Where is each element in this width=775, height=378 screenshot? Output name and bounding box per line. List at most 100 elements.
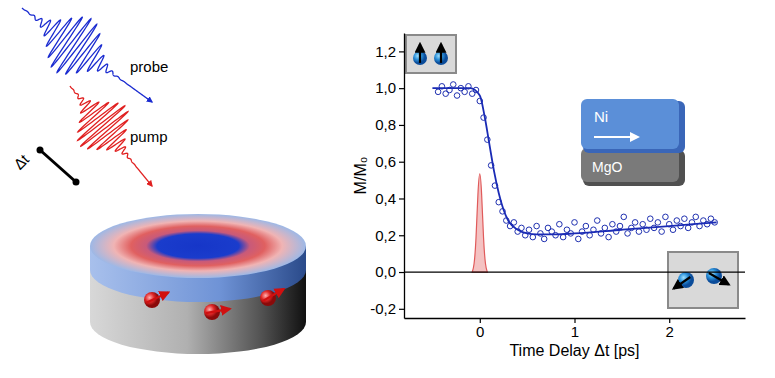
label-pump: pump [130, 128, 168, 145]
x-axis: 0 1 2 [405, 318, 746, 340]
tick-mark [399, 125, 404, 126]
data-point [625, 231, 631, 237]
data-point [659, 229, 665, 235]
data-point [636, 229, 642, 235]
data-point [602, 225, 608, 231]
inset-box [406, 35, 456, 73]
point-layer [435, 82, 717, 242]
insets: Ni MgO [406, 35, 738, 308]
data-point [655, 220, 661, 226]
tick: 0,8 [375, 116, 404, 133]
tick: 2 [666, 318, 674, 340]
label-delay: Δt [10, 150, 33, 173]
delay-dot [73, 179, 80, 186]
data-point [632, 220, 638, 226]
delay-dot [37, 147, 44, 154]
substrate [581, 148, 679, 182]
data-point [575, 236, 581, 242]
data-point [682, 216, 688, 222]
tick-label: 1,0 [375, 79, 396, 96]
tick-label: 2 [666, 323, 674, 340]
zero-line [404, 271, 745, 272]
spin-arrow [263, 289, 284, 301]
y-axis-title: M/M₀ [352, 157, 369, 195]
figure: probe pump Δt Ni MgO 0 1 2 -0,2 0,0 0,2 0,4 0,6 0,8 1,… [0, 0, 775, 378]
data-point [663, 214, 669, 220]
tick-label: 0,2 [375, 227, 396, 244]
y-axis: -0,2 0,0 0,2 0,4 0,6 0,8 1,0 1,2 [370, 34, 404, 319]
tick-mark [399, 272, 404, 273]
spin-arrow [146, 292, 168, 302]
tick-mark [399, 198, 404, 199]
data-point [617, 223, 623, 229]
tick-mark [399, 51, 404, 52]
tick-label: 0 [476, 323, 484, 340]
label-ni: Ni [594, 108, 608, 125]
data-point [572, 220, 578, 226]
spin-arrow [674, 277, 691, 289]
delay-bar [40, 150, 76, 182]
fit-line [432, 88, 716, 234]
data-point [685, 225, 691, 231]
chart: Ni MgO 0 1 2 -0,2 0,0 0,2 0,4 0,6 0,8 1,0 1,2 Time De… [352, 34, 746, 360]
tick: 1 [571, 318, 579, 340]
tick: 0,2 [375, 227, 404, 244]
illustration: probe pump Δt [10, 8, 306, 354]
line-layer [432, 88, 716, 234]
data-point [435, 89, 441, 95]
spin-arrow [206, 309, 230, 313]
data-point [670, 227, 676, 233]
data-point [538, 231, 544, 237]
data-point [526, 227, 532, 233]
data-point [610, 221, 616, 227]
data-point [560, 234, 566, 240]
area-layer [472, 174, 487, 272]
tick-label: -0,2 [370, 300, 396, 317]
data-point [462, 89, 468, 95]
tick-label: 0,4 [375, 190, 396, 207]
magnetization-arrow [594, 136, 638, 138]
inset-disordered [668, 252, 738, 308]
data-point [454, 93, 460, 99]
data-point [693, 214, 699, 220]
pulse-wave [22, 8, 152, 102]
tick: 0,6 [375, 153, 404, 170]
tick-mark [399, 235, 404, 236]
spin-arrow [440, 44, 442, 63]
data-point [674, 218, 680, 224]
data-point [640, 221, 646, 227]
data-point [534, 223, 540, 229]
tick-mark [399, 309, 404, 310]
data-point [557, 221, 563, 227]
disk-top [90, 214, 306, 278]
inset-aligned [406, 35, 456, 73]
label-probe: probe [130, 58, 168, 75]
tick-label: 1,2 [375, 43, 396, 60]
label-mgo: MgO [592, 159, 622, 175]
data-point [621, 214, 627, 220]
data-point [450, 82, 456, 88]
axis-line [404, 34, 405, 319]
spin-arrow [419, 44, 421, 63]
spin-arrow [709, 273, 729, 284]
tick: 0 [476, 318, 484, 340]
film [581, 99, 679, 149]
x-axis-title: Time Delay Δt [ps] [509, 342, 639, 359]
tick-mark [399, 88, 404, 89]
data-point [594, 218, 600, 224]
tick: 0,0 [375, 263, 404, 280]
data-point [606, 234, 612, 240]
plot-area [432, 82, 717, 272]
tick-label: 0,8 [375, 116, 396, 133]
tick-label: 0,6 [375, 153, 396, 170]
tick-mark [399, 162, 404, 163]
tick: -0,2 [370, 300, 404, 317]
tick-label: 1 [571, 323, 579, 340]
inset-box [668, 252, 738, 308]
pump-pulse [472, 174, 487, 272]
tick: 1,2 [375, 43, 404, 60]
tick: 1,0 [375, 79, 404, 96]
tick: 0,4 [375, 190, 404, 207]
data-point [647, 216, 653, 222]
tick-label: 0,0 [375, 263, 396, 280]
